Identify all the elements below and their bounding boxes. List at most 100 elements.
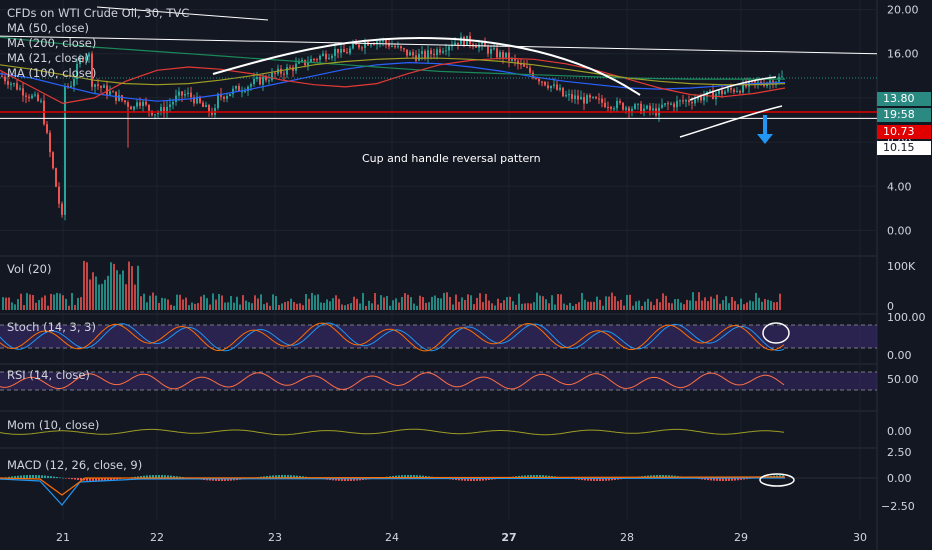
price-tag-resistance: 10.73	[877, 125, 931, 139]
macd-hist-bar	[218, 478, 220, 481]
volume-bar	[209, 304, 211, 310]
volume-bar	[272, 294, 274, 310]
candle-body	[301, 59, 303, 62]
candle-body	[355, 43, 357, 45]
candle-body	[310, 59, 312, 63]
candle-body	[10, 83, 12, 85]
candle-body	[166, 106, 168, 114]
candle-body	[559, 87, 561, 90]
volume-bar	[311, 292, 313, 310]
macd-hist-bar	[614, 478, 616, 480]
volume-bar	[320, 302, 322, 310]
volume-bar	[152, 292, 154, 310]
candle-body	[628, 107, 630, 112]
volume-bar	[215, 299, 217, 310]
candle-body	[244, 91, 246, 93]
y-tick-label: 20.00	[887, 4, 919, 17]
volume-bar	[98, 284, 100, 310]
candle-body	[643, 108, 645, 114]
macd-hist-bar	[341, 478, 343, 481]
candle-body	[544, 81, 546, 86]
candle-body	[580, 96, 582, 100]
volume-bar	[269, 305, 271, 310]
candle-body	[679, 100, 681, 102]
volume-bar	[257, 298, 259, 310]
candle-body	[127, 102, 129, 107]
volume-bar	[323, 302, 325, 310]
candle-body	[385, 40, 387, 44]
volume-bar	[293, 302, 295, 310]
candle-body	[511, 58, 513, 61]
candle-body	[217, 93, 219, 109]
macd-hist-bar	[482, 478, 484, 481]
macd-hist-bar	[545, 475, 547, 478]
macd-hist-bar	[710, 478, 712, 481]
candle-body	[739, 90, 741, 93]
candle-body	[436, 49, 438, 56]
candle-body	[31, 95, 33, 99]
macd-hist-bar	[533, 475, 535, 478]
candle-body	[199, 96, 201, 103]
candle-body	[769, 80, 771, 83]
candle-body	[517, 60, 519, 65]
volume-bar	[65, 298, 67, 310]
candle-body	[601, 98, 603, 103]
volume-bar	[260, 294, 262, 310]
macd-hist-bar	[731, 478, 733, 481]
macd-signal-line	[0, 476, 786, 496]
stoch-tick-zero: 0.00	[887, 349, 912, 362]
macd-hist-bar	[32, 475, 34, 478]
candle-body	[208, 105, 210, 113]
volume-bar	[416, 305, 418, 310]
volume-bar	[41, 297, 43, 310]
volume-bar	[659, 302, 661, 310]
volume-bar	[569, 302, 571, 310]
macd-hist-bar	[110, 478, 112, 481]
volume-bar	[710, 296, 712, 310]
candle-body	[640, 103, 642, 114]
volume-bar	[479, 293, 481, 310]
candle-body	[343, 49, 345, 53]
volume-bar	[344, 305, 346, 310]
candle-body	[424, 51, 426, 58]
candle-body	[178, 91, 180, 96]
volume-bar	[134, 284, 136, 310]
macd-hist-bar	[353, 478, 355, 481]
candle-body	[613, 108, 615, 110]
macd-hist-bar	[461, 478, 463, 481]
macd-hist-bar	[17, 475, 19, 478]
volume-bar	[725, 296, 727, 310]
chart-legend: CFDs on WTI Crude Oil, 30, TVC MA (50, c…	[7, 6, 189, 81]
macd-hist-bar	[272, 475, 274, 478]
volume-bar	[758, 297, 760, 310]
volume-bar	[686, 299, 688, 310]
volume-bar	[779, 293, 781, 310]
candle-body	[232, 88, 234, 95]
candle-body	[13, 83, 15, 85]
candle-body	[727, 88, 729, 92]
candle-body	[160, 107, 162, 113]
volume-bar	[200, 296, 202, 310]
candle-body	[592, 96, 594, 98]
volume-bar	[701, 300, 703, 310]
volume-bar	[254, 295, 256, 310]
volume-bar	[314, 295, 316, 310]
volume-bar	[38, 300, 40, 310]
macd-hist-bar	[134, 476, 136, 478]
candle-body	[430, 50, 432, 55]
candle-body	[88, 53, 90, 57]
candle-body	[133, 106, 135, 110]
rsi-band	[0, 372, 877, 390]
macd-hist-bar	[140, 476, 142, 478]
macd-hist-bar	[263, 476, 265, 478]
candle-body	[730, 88, 732, 90]
candle-body	[742, 82, 744, 93]
macd-hist-bar	[281, 475, 283, 478]
candle-body	[490, 48, 492, 54]
candle-body	[382, 40, 384, 42]
candle-body	[562, 87, 564, 97]
volume-bar	[563, 303, 565, 310]
volume-bar	[716, 294, 718, 310]
macd-hist-bar	[350, 478, 352, 481]
